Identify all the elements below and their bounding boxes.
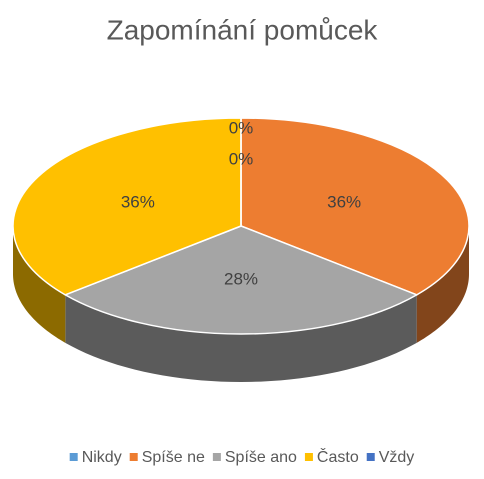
- legend-swatch: [69, 453, 78, 461]
- slice: [12, 117, 242, 296]
- data-label: 0%: [229, 118, 254, 137]
- slice: [240, 117, 470, 296]
- legend-swatch: [129, 453, 138, 461]
- data-label: 28%: [224, 269, 258, 288]
- legend-swatch: [304, 453, 313, 461]
- legend-label: Nikdy: [82, 449, 122, 466]
- slice-side: [65, 294, 417, 382]
- slice-side: [416, 226, 469, 343]
- legend-label: Spíše ne: [142, 449, 205, 466]
- data-label: 0%: [229, 150, 254, 169]
- chart-title: Zapomínání pomůcek: [107, 14, 379, 45]
- data-label: 36%: [327, 192, 361, 211]
- legend-label: Spíše ano: [225, 449, 297, 466]
- slice: [63, 225, 419, 335]
- legend: Nikdy Spíše ne Spíše ano Často Vždy: [69, 447, 415, 466]
- data-label: 36%: [121, 192, 155, 211]
- legend-label: Vždy: [379, 449, 415, 466]
- legend-label: Často: [317, 447, 359, 466]
- slice-side: [13, 226, 66, 343]
- legend-swatch: [212, 453, 221, 461]
- legend-swatch: [366, 453, 375, 461]
